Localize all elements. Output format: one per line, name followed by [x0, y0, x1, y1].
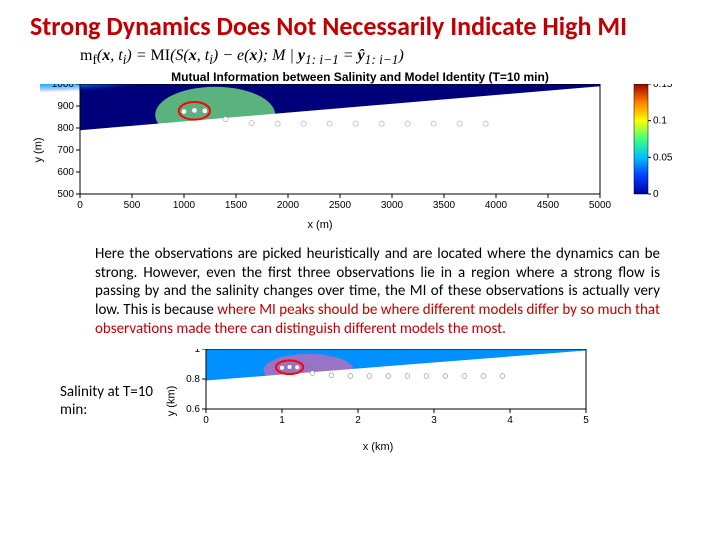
- svg-text:800: 800: [57, 123, 74, 134]
- svg-text:0.6: 0.6: [186, 404, 200, 415]
- svg-text:500: 500: [57, 189, 74, 200]
- chart-mi-xlabel: x (m): [40, 219, 600, 231]
- svg-text:1000: 1000: [173, 200, 196, 211]
- salinity-label: Salinity at T=10 min:: [60, 383, 170, 419]
- svg-text:3000: 3000: [381, 200, 404, 211]
- chart-mi: Mutual Information between Salinity and …: [40, 70, 680, 231]
- svg-text:0: 0: [203, 415, 209, 426]
- svg-text:700: 700: [57, 145, 74, 156]
- salinity-row: Salinity at T=10 min: y (km) 0 1 2 3 4 5 0.6 0.…: [0, 349, 720, 453]
- svg-text:0.05: 0.05: [653, 152, 673, 163]
- chart-salinity: y (km) 0123450.60.81 x (km): [170, 349, 610, 453]
- svg-text:900: 900: [57, 101, 74, 112]
- chart-salinity-ylabel: y (km): [165, 385, 177, 416]
- chart-mi-ylabel: y (m): [33, 138, 45, 163]
- svg-text:2500: 2500: [329, 200, 352, 211]
- svg-text:600: 600: [57, 167, 74, 178]
- svg-text:1500: 1500: [225, 200, 248, 211]
- svg-text:3: 3: [431, 415, 437, 426]
- svg-text:4: 4: [507, 415, 513, 426]
- chart-salinity-xlabel: x (km): [170, 441, 586, 453]
- svg-text:0: 0: [77, 200, 83, 211]
- svg-text:0.1: 0.1: [653, 115, 667, 126]
- svg-text:4500: 4500: [537, 200, 560, 211]
- chart-mi-title: Mutual Information between Salinity and …: [40, 70, 680, 84]
- chart-mi-plot: 0500100015002000250030003500400045005000…: [40, 84, 680, 212]
- svg-text:1: 1: [279, 415, 285, 426]
- svg-text:0.15: 0.15: [653, 84, 673, 90]
- svg-text:500: 500: [124, 200, 141, 211]
- svg-text:3500: 3500: [433, 200, 456, 211]
- svg-text:2: 2: [355, 415, 361, 426]
- svg-text:5: 5: [583, 415, 589, 426]
- svg-text:1000: 1000: [52, 84, 75, 90]
- svg-text:0: 0: [653, 189, 659, 200]
- page-title: Strong Dynamics Does Not Necessarily Ind…: [0, 0, 720, 45]
- svg-text:2000: 2000: [277, 200, 300, 211]
- svg-text:4000: 4000: [485, 200, 508, 211]
- equation: mf(x, ti) = MI(S(x, ti) − e(x); M | y1: …: [0, 45, 720, 70]
- svg-text:0.8: 0.8: [186, 374, 200, 385]
- chart-salinity-plot: 0 1 2 3 4 5 0.6 0.8 1: [170, 349, 610, 434]
- svg-text:1: 1: [194, 349, 200, 355]
- paragraph: Here the observations are picked heurist…: [0, 231, 720, 349]
- svg-text:5000: 5000: [589, 200, 612, 211]
